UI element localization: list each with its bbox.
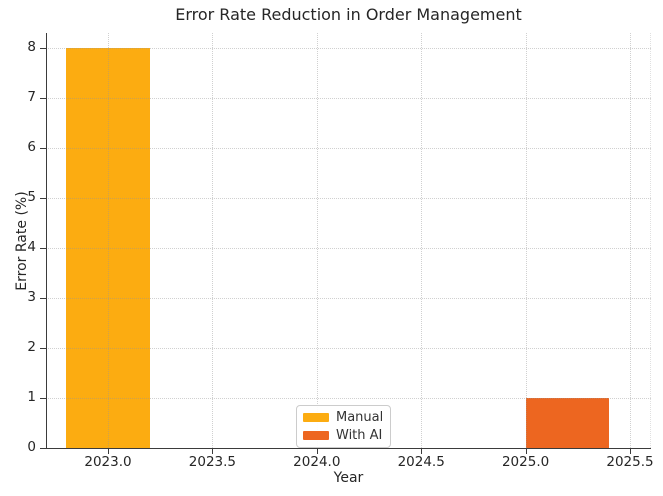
y-axis-spine [46, 33, 47, 448]
x-axis-label: Year [333, 470, 364, 486]
x-tick-label: 2024.0 [293, 454, 341, 470]
chart-title: Error Rate Reduction in Order Management [175, 5, 522, 24]
gridline-y [46, 148, 651, 149]
y-tick-label: 3 [27, 289, 36, 305]
x-tick-mark [212, 449, 214, 454]
gridline-x [108, 33, 109, 448]
right-spine [650, 33, 651, 448]
gridline-x [212, 33, 214, 448]
manual-swatch [303, 413, 329, 422]
gridline-y [46, 98, 651, 99]
x-tick-label: 2023.0 [84, 454, 132, 470]
y-tick-label: 8 [27, 39, 36, 55]
y-tick-mark [40, 148, 46, 149]
gridline-x [630, 33, 631, 448]
x-tick-mark [525, 449, 527, 454]
x-tick-label: 2024.5 [397, 454, 445, 470]
y-tick-label: 2 [27, 339, 36, 355]
y-tick-mark [40, 248, 46, 249]
gridline-y [46, 348, 651, 349]
x-tick-mark [108, 449, 109, 454]
x-tick-mark [421, 449, 423, 454]
legend-item-with-ai: With AI [303, 429, 383, 442]
legend-label: Manual [336, 410, 384, 425]
y-tick-mark [40, 198, 46, 199]
gridline-y [46, 248, 651, 249]
x-tick-label: 2025.5 [606, 454, 654, 470]
x-axis-spine [46, 448, 651, 449]
x-tick-label: 2023.5 [188, 454, 237, 470]
gridline-y [46, 298, 651, 299]
gridline-y [46, 398, 651, 399]
y-axis-label: Error Rate (%) [14, 191, 30, 291]
y-tick-mark [40, 48, 46, 49]
y-tick-mark [40, 298, 46, 299]
x-tick-mark [630, 449, 631, 454]
legend-item-manual: Manual [303, 411, 383, 424]
y-tick-label: 0 [27, 439, 36, 455]
y-tick-label: 6 [27, 139, 36, 155]
y-tick-mark [40, 348, 46, 349]
y-tick-label: 1 [27, 389, 36, 405]
y-tick-label: 4 [27, 239, 36, 255]
gridline-y [46, 48, 651, 49]
y-tick-mark [40, 398, 46, 399]
bar-with-ai [525, 398, 610, 448]
legend: Manual With AI [296, 405, 392, 448]
gridline-y [46, 198, 651, 199]
y-tick-mark [40, 98, 46, 99]
bar-manual [66, 48, 150, 448]
x-tick-label: 2025.0 [501, 454, 550, 470]
with-ai-swatch [303, 431, 329, 440]
gridline-x [316, 33, 318, 448]
gridline-x [421, 33, 423, 448]
gridline-x [525, 33, 527, 448]
y-tick-mark [40, 448, 46, 449]
x-tick-mark [316, 449, 318, 454]
y-tick-label: 7 [27, 89, 36, 105]
legend-label: With AI [336, 428, 383, 443]
plot-area: 2023.0 2023.5 2024.0 2024.5 2025.0 2025.5 0 1 2 3… [27, 33, 654, 470]
y-tick-label: 5 [27, 189, 36, 205]
